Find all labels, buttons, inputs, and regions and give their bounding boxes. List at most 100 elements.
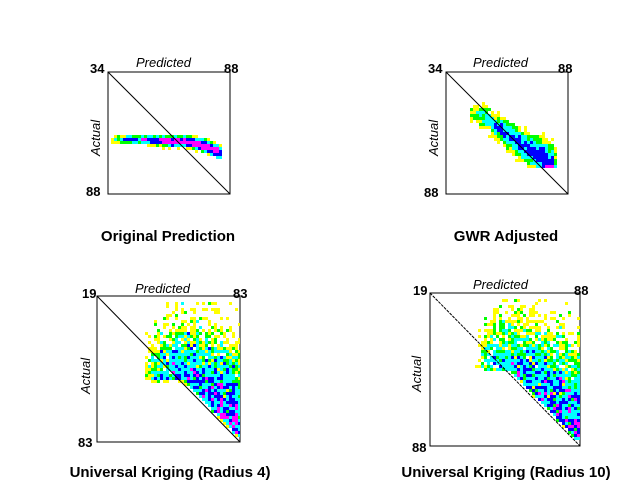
density-cell: [539, 153, 542, 156]
density-cell: [156, 144, 159, 147]
density-cell: [541, 395, 544, 398]
density-cell: [190, 365, 193, 368]
density-cell: [571, 374, 574, 377]
density-cell: [544, 356, 547, 359]
density-cell: [238, 365, 240, 368]
density-cell: [235, 368, 238, 371]
density-cell: [559, 362, 562, 365]
density-cell: [184, 368, 187, 371]
density-cell: [514, 329, 517, 332]
panel-title: Universal Kriging (Radius 10): [401, 464, 610, 481]
density-cell: [488, 120, 491, 123]
density-cell: [217, 311, 220, 314]
density-cell: [568, 350, 571, 353]
density-cell: [550, 338, 553, 341]
density-cell: [529, 320, 532, 323]
density-cell: [190, 350, 193, 353]
density-cell: [494, 117, 497, 120]
density-cell: [529, 359, 532, 362]
density-cell: [499, 368, 502, 371]
density-cell: [154, 380, 157, 383]
density-cell: [539, 159, 542, 162]
density-cell: [539, 150, 542, 153]
density-cell: [505, 320, 508, 323]
density-cell: [211, 347, 214, 350]
density-cell: [542, 138, 545, 141]
density-cell: [157, 374, 160, 377]
density-cell: [562, 413, 565, 416]
density-cell: [550, 317, 553, 320]
density-cell: [515, 129, 518, 132]
density-cell: [514, 365, 517, 368]
density-cell: [518, 126, 521, 129]
density-cell: [199, 359, 202, 362]
density-cell: [520, 365, 523, 368]
density-cell: [514, 326, 517, 329]
density-cell: [571, 380, 574, 383]
density-cell: [214, 350, 217, 353]
density-cell: [559, 386, 562, 389]
density-cell: [214, 371, 217, 374]
density-cell: [514, 335, 517, 338]
density-cell: [187, 335, 190, 338]
density-cell: [484, 356, 487, 359]
density-cell: [529, 389, 532, 392]
density-cell: [205, 398, 208, 401]
density-cell: [571, 365, 574, 368]
density-cell: [223, 383, 226, 386]
density-cell: [491, 126, 494, 129]
density-cell: [175, 377, 178, 380]
density-cell: [160, 368, 163, 371]
density-cell: [538, 299, 541, 302]
density-cell: [478, 359, 481, 362]
density-cell: [220, 380, 223, 383]
density-cell: [514, 311, 517, 314]
density-cell: [473, 111, 476, 114]
density-cell: [556, 398, 559, 401]
density-cell: [196, 347, 199, 350]
density-cell: [565, 425, 568, 428]
density-cell: [219, 156, 222, 159]
density-cell: [518, 159, 521, 162]
density-cell: [147, 138, 150, 141]
density-cell: [509, 129, 512, 132]
density-cell: [499, 338, 502, 341]
density-cell: [190, 326, 193, 329]
density-cell: [532, 371, 535, 374]
density-cell: [500, 117, 503, 120]
density-cell: [132, 141, 135, 144]
density-cell: [541, 341, 544, 344]
density-cell: [163, 347, 166, 350]
density-cell: [499, 350, 502, 353]
density-cell: [178, 326, 181, 329]
density-cell: [190, 377, 193, 380]
density-cell: [529, 311, 532, 314]
density-cell: [202, 347, 205, 350]
density-cell: [523, 341, 526, 344]
density-cell: [571, 389, 574, 392]
density-cell: [493, 311, 496, 314]
density-cell: [554, 162, 557, 165]
density-cell: [535, 347, 538, 350]
density-cell: [117, 138, 120, 141]
density-cell: [541, 347, 544, 350]
density-cell: [198, 144, 201, 147]
density-cell: [511, 332, 514, 335]
density-cell: [505, 353, 508, 356]
density-cell: [151, 368, 154, 371]
density-cell: [232, 374, 235, 377]
density-cell: [135, 135, 138, 138]
density-cell: [505, 299, 508, 302]
density-cell: [532, 368, 535, 371]
density-cell: [550, 377, 553, 380]
density-cell: [184, 347, 187, 350]
density-cell: [120, 141, 123, 144]
density-cell: [533, 141, 536, 144]
density-cell: [159, 135, 162, 138]
density-cell: [517, 356, 520, 359]
density-cell: [226, 410, 229, 413]
density-cell: [217, 395, 220, 398]
density-cell: [494, 126, 497, 129]
density-cell: [202, 344, 205, 347]
density-cell: [485, 117, 488, 120]
